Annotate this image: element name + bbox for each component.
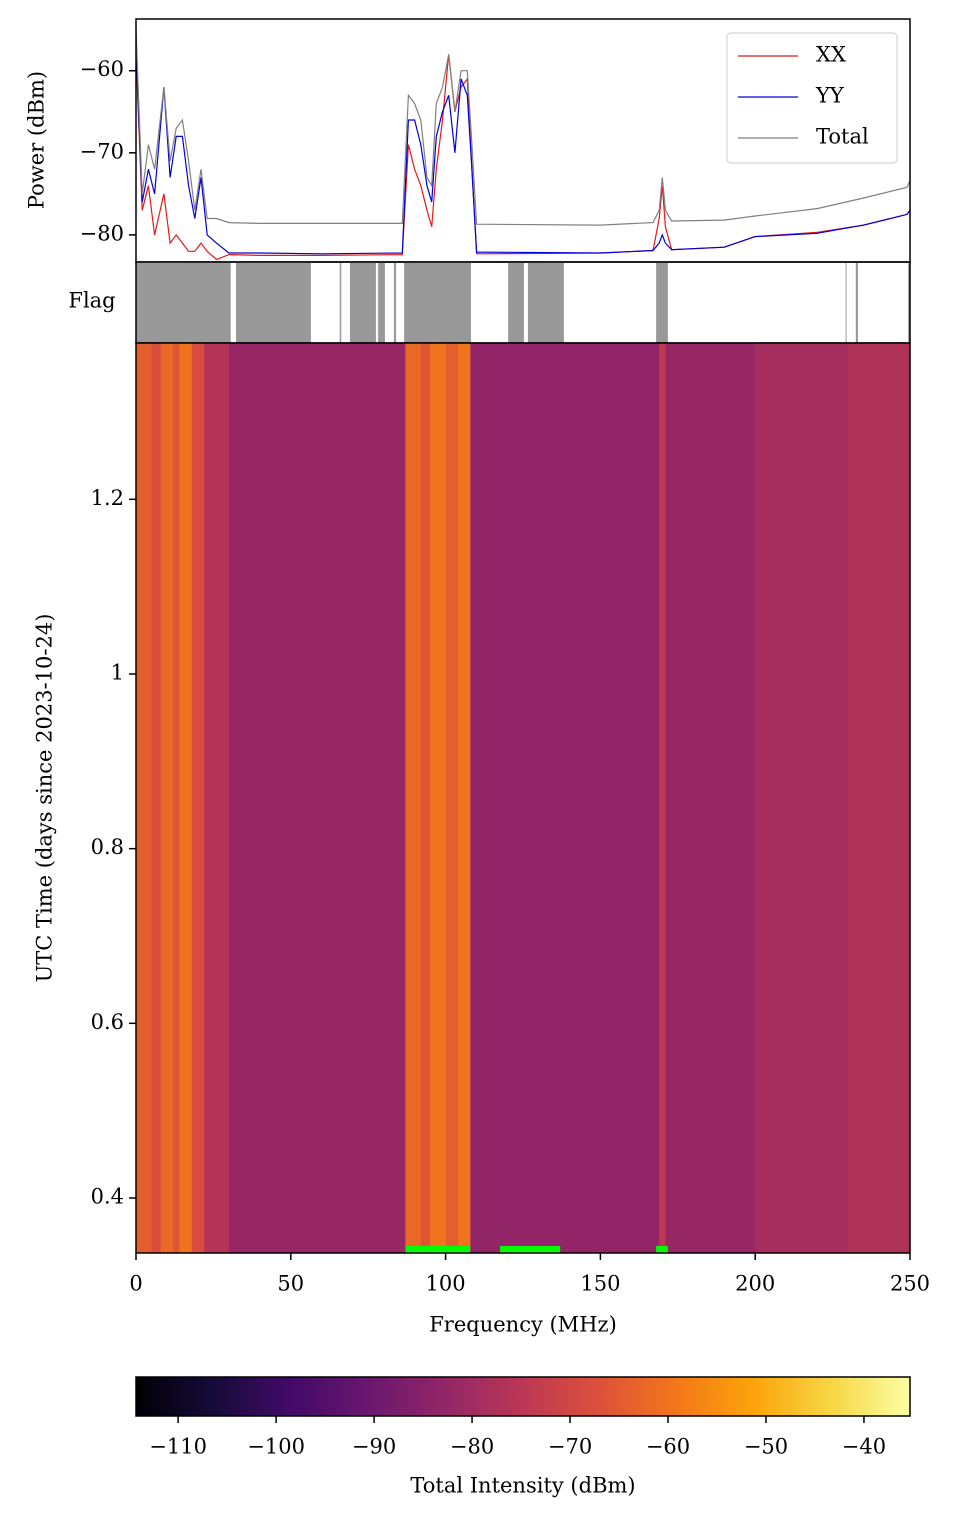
heatmap-cell [420, 343, 431, 1253]
colorbar [135, 1376, 911, 1417]
flag-label: Flag [68, 289, 115, 313]
heatmap-cell [659, 343, 666, 1253]
heatmap-cell [501, 343, 660, 1253]
colorbar-tick-label: −50 [744, 1435, 788, 1459]
legend-label: Total [816, 125, 869, 149]
legend-label: XX [816, 43, 846, 67]
x-tick-label: 0 [129, 1272, 142, 1296]
y-tick-label: 0.4 [91, 1184, 124, 1208]
marker-span [656, 1246, 668, 1253]
x-tick-label: 100 [426, 1272, 466, 1296]
heatmap-cell [755, 343, 849, 1253]
series-line [135, 54, 911, 261]
flag-span [378, 262, 385, 343]
flag-span [136, 262, 231, 343]
legend-label: YY [815, 84, 845, 108]
colorbar-label: Total Intensity (dBm) [410, 1474, 635, 1498]
heatmap-cell [204, 343, 230, 1253]
heatmap-cell [228, 343, 406, 1253]
heatmap-cell [179, 343, 193, 1253]
colorbar-tick-label: −110 [149, 1435, 207, 1459]
flag-span [404, 262, 471, 343]
heatmap-cell [470, 343, 502, 1253]
series-line [135, 46, 911, 255]
colorbar-tick-label: −90 [352, 1435, 396, 1459]
flag-span [339, 262, 342, 343]
y-tick-label: 1 [111, 660, 124, 684]
flag-span [393, 262, 397, 343]
y-tick-label: 0.8 [91, 835, 124, 859]
y-axis-label: UTC Time (days since 2023-10-24) [33, 614, 57, 983]
heatmap-cell [151, 343, 162, 1253]
heatmap-cell [430, 343, 447, 1253]
colorbar-tick-label: −60 [646, 1435, 690, 1459]
x-axis-label: Frequency (MHz) [429, 1313, 617, 1337]
flag-span [527, 262, 564, 343]
y-tick-label: 1.2 [91, 486, 124, 510]
colorbar-tick-label: −80 [450, 1435, 494, 1459]
heatmap-cell [173, 343, 180, 1253]
series-line [135, 29, 911, 226]
colorbar-tick-label: −70 [548, 1435, 592, 1459]
y-tick-label: −60 [80, 57, 124, 81]
colorbar-tick-label: −40 [842, 1435, 886, 1459]
flag-span [236, 262, 311, 343]
heatmap-cell [665, 343, 756, 1253]
y-tick-label: 0.6 [91, 1010, 124, 1034]
flag-span [855, 262, 858, 343]
x-tick-label: 200 [735, 1272, 775, 1296]
flag-span [656, 262, 668, 343]
y-axis-label: Power (dBm) [25, 71, 49, 209]
flag-span [908, 262, 910, 343]
heatmap-cell [848, 343, 911, 1253]
x-tick-label: 50 [277, 1272, 304, 1296]
heatmap-cell [405, 343, 422, 1253]
y-tick-label: −70 [80, 139, 124, 163]
colorbar-tick-label: −100 [247, 1435, 305, 1459]
marker-span [405, 1246, 471, 1253]
flag-span [508, 262, 524, 343]
heatmap-cell [191, 343, 205, 1253]
flag-span [845, 262, 847, 343]
flag-span [349, 262, 376, 343]
marker-span [500, 1246, 561, 1253]
y-tick-label: −80 [80, 221, 124, 245]
heatmap-cell [160, 343, 174, 1253]
axes-frame [135, 342, 911, 1254]
legend-box [726, 32, 898, 164]
heatmap-cell [457, 343, 471, 1253]
x-tick-label: 250 [890, 1272, 930, 1296]
heatmap-cell [136, 343, 152, 1253]
heatmap-cell [445, 343, 459, 1253]
x-tick-label: 150 [580, 1272, 620, 1296]
